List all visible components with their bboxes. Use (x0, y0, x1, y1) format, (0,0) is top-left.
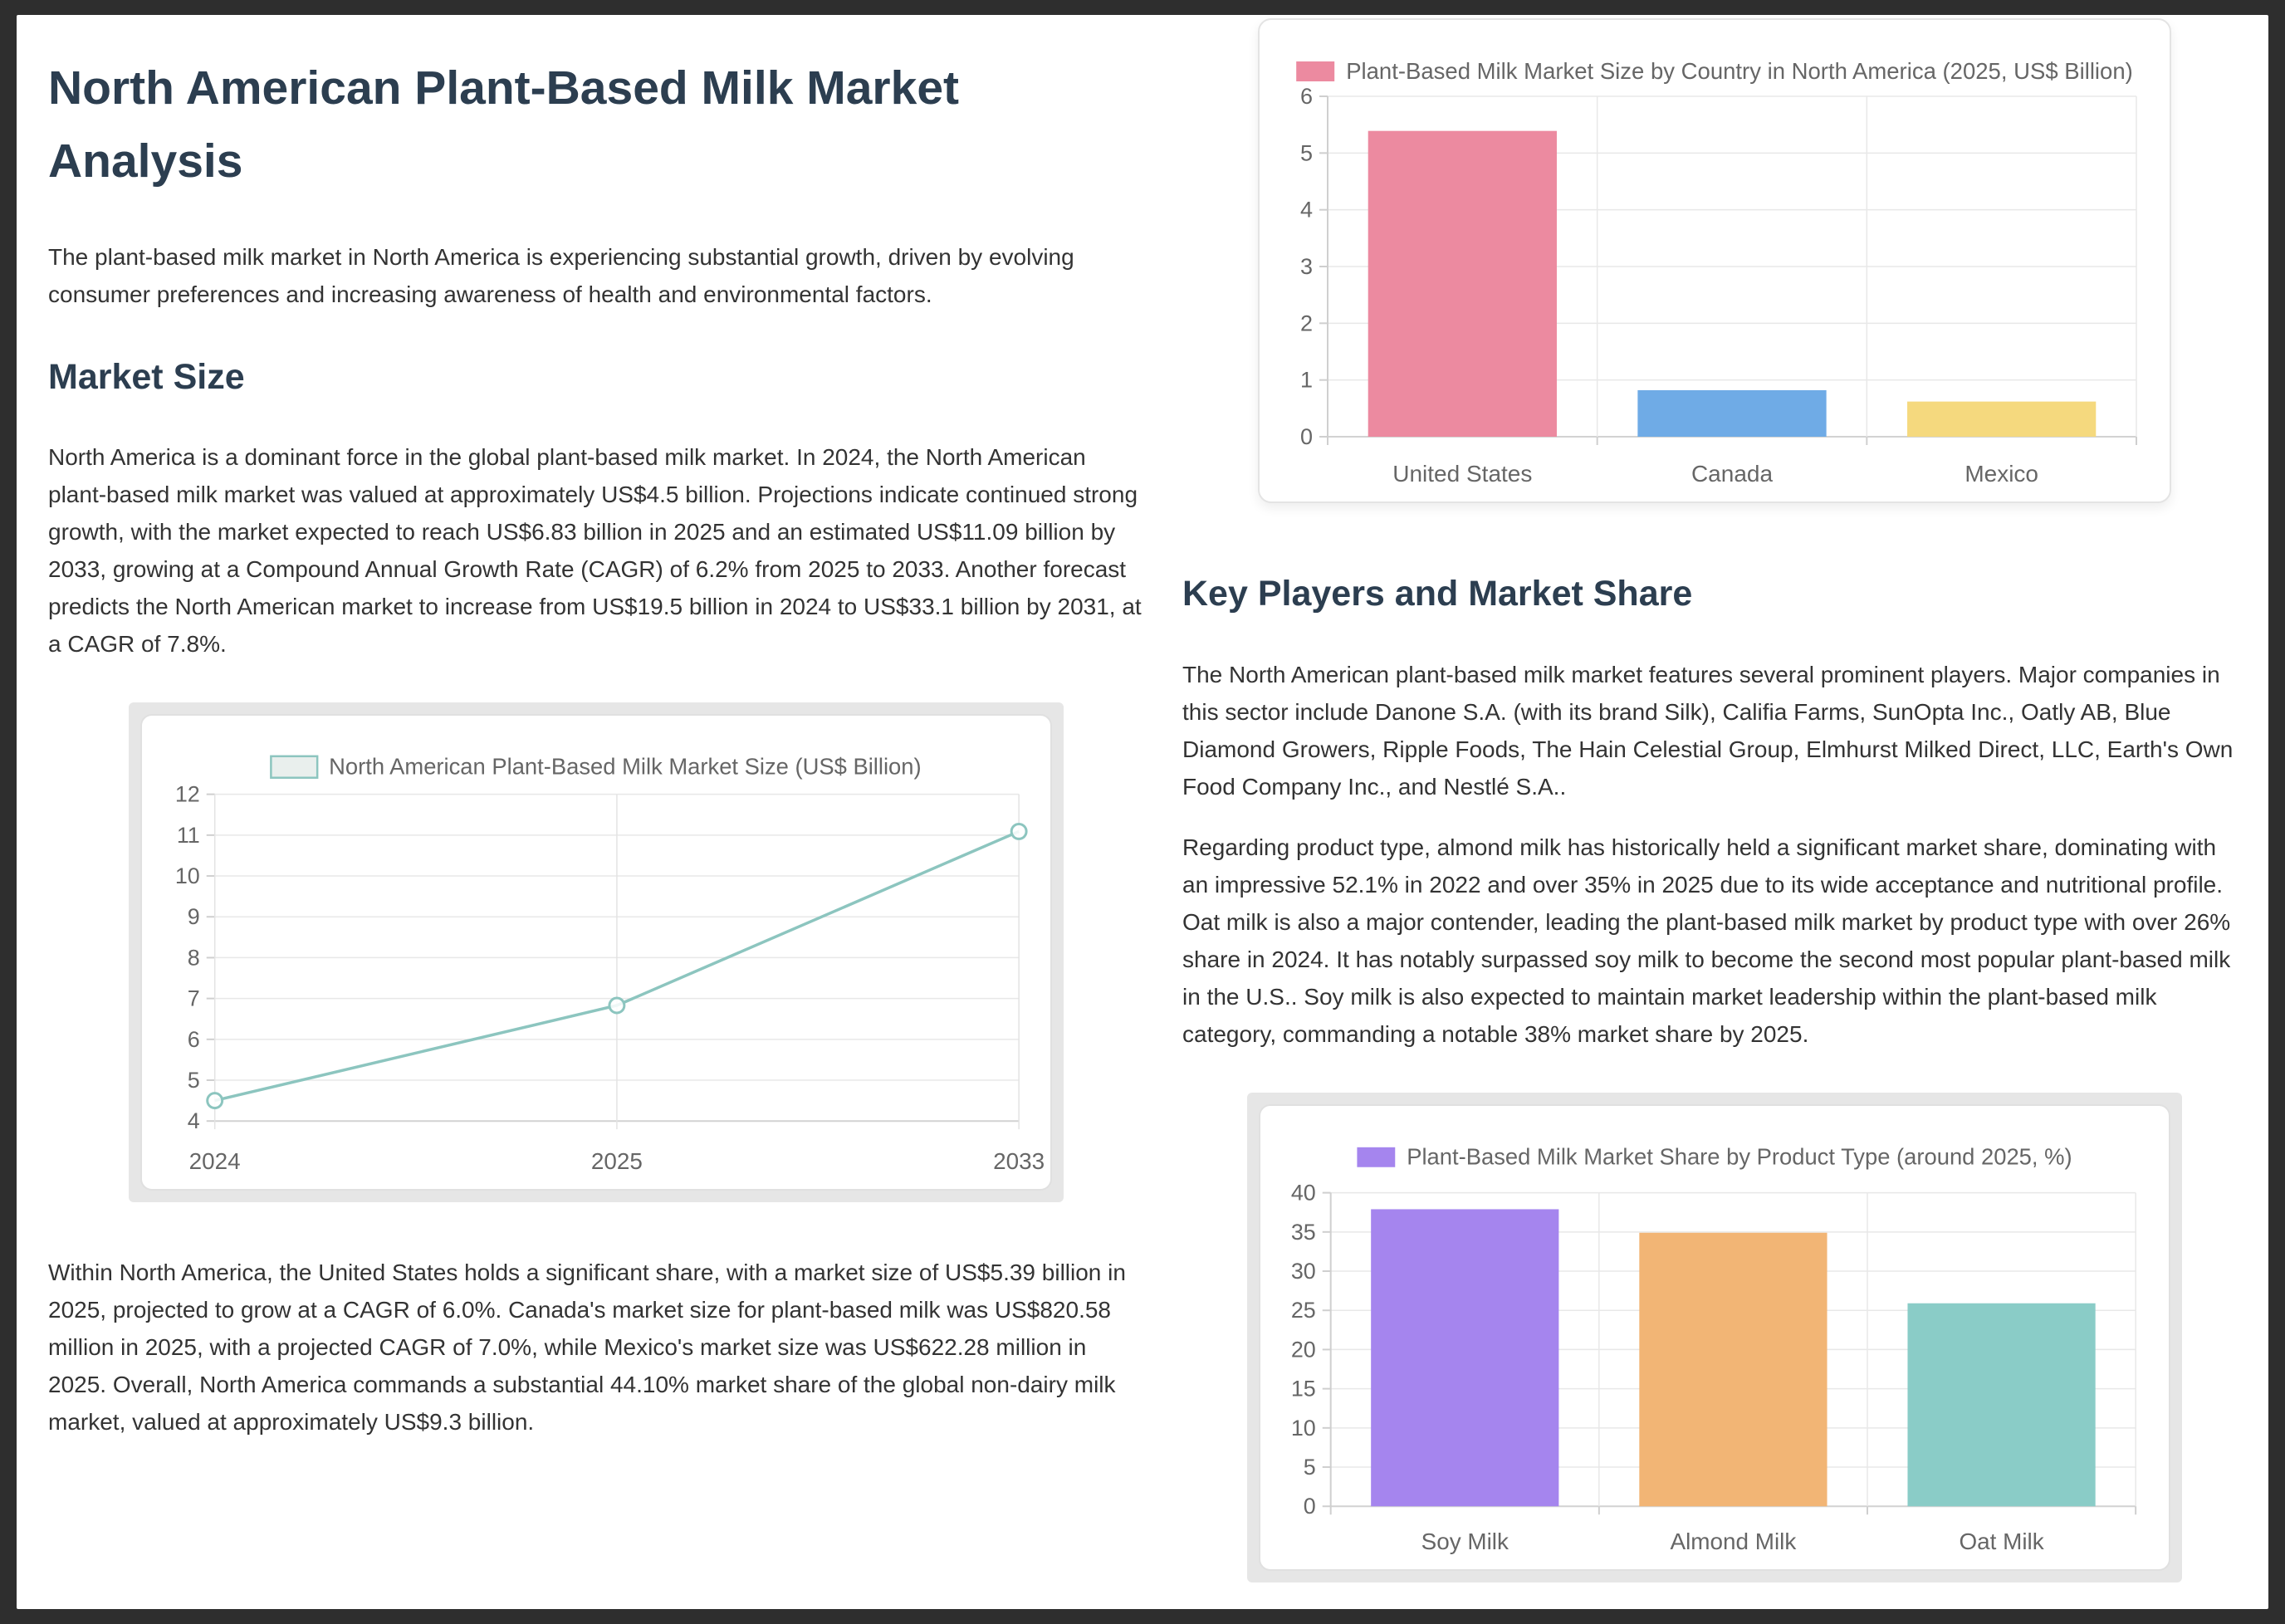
y-tick-label: 3 (1300, 254, 1313, 279)
plant-based-milk-market-size-by-country-in-north-america-2025-us-billion-svg: 0 1 2 3 4 5 6 United States Canada Mexico Plant-Ba… (1296, 58, 2137, 487)
y-tick-label: 7 (188, 986, 200, 1011)
y-tick-label: 1 (1300, 368, 1313, 393)
y-tick-label: 0 (1300, 424, 1313, 449)
bar-soy-milk (1371, 1209, 1559, 1506)
legend-label: Plant-Based Milk Market Share by Product… (1407, 1143, 2072, 1169)
legend-swatch (1296, 61, 1335, 81)
y-tick-label: 6 (188, 1027, 200, 1052)
category-label-almond-milk: Almond Milk (1671, 1529, 1797, 1554)
bar-canada (1637, 389, 1827, 437)
y-tick-label: 5 (1304, 1455, 1316, 1480)
key-players-heading: Key Players and Market Share (1182, 574, 1693, 614)
legend-swatch (1357, 1147, 1396, 1167)
bar-oat-milk (1907, 1303, 2096, 1506)
country-bar-chart-card: 0 1 2 3 4 5 6 United States Canada Mexico Plant-Ba… (1258, 18, 2171, 503)
y-tick-label: 35 (1291, 1219, 1316, 1244)
data-point-2025 (608, 996, 626, 1015)
y-tick-label: 9 (188, 904, 200, 929)
market-size-line-chart-card: 4 5 6 7 8 9 10 11 12 2024 2025 2033 North American P… (140, 714, 1052, 1191)
category-label-2025: 2025 (591, 1148, 643, 1174)
y-tick-label: 20 (1291, 1337, 1316, 1362)
product-share-chart-card: 0 5 10 15 20 25 30 35 40 Soy Milk Almond Milk Oat M… (1259, 1103, 2170, 1571)
category-label-2024: 2024 (189, 1148, 241, 1174)
content-area: North American Plant-Based Milk Market A… (17, 15, 2268, 1582)
key-players-paragraph: The North American plant-based milk mark… (1182, 661, 2234, 800)
market-size-line-chart-frame: 4 5 6 7 8 9 10 11 12 2024 2025 2033 North American P… (129, 702, 1064, 1203)
category-label-mexico: Mexico (1965, 461, 2038, 487)
y-tick-label: 4 (188, 1108, 200, 1133)
y-tick-label: 30 (1291, 1259, 1316, 1284)
category-label-soy-milk: Soy Milk (1421, 1529, 1509, 1554)
y-tick-label: 0 (1304, 1494, 1316, 1519)
legend-label: North American Plant-Based Milk Market S… (329, 754, 922, 780)
y-tick-label: 5 (1300, 140, 1313, 165)
right-column: 0 1 2 3 4 5 6 United States Canada Mexico Plant-Ba… (1182, 15, 2247, 1582)
market-size-line-chart: 4 5 6 7 8 9 10 11 12 2024 2025 2033 North American P… (142, 716, 1050, 1189)
y-tick-label: 5 (188, 1068, 200, 1093)
data-point-2033 (1010, 823, 1028, 841)
bar-mexico (1907, 401, 2097, 437)
legend-label: Plant-Based Milk Market Size by Country … (1346, 58, 2133, 84)
y-tick-label: 10 (175, 863, 200, 888)
north-american-plant-based-milk-market-size-us-billion-svg: 4 5 6 7 8 9 10 11 12 2024 2025 2033 North American P… (175, 754, 1045, 1174)
category-label-oat-milk: Oat Milk (1959, 1529, 2043, 1554)
y-tick-label: 40 (1291, 1180, 1316, 1205)
y-tick-label: 4 (1300, 198, 1313, 223)
page-title: North American Plant-Based Milk Market A… (48, 61, 959, 188)
country-breakdown-paragraph: Within North America, the United States … (48, 1260, 1126, 1436)
plant-based-milk-market-share-by-product-type-around-2025-svg: 0 5 10 15 20 25 30 35 40 Soy Milk Almond Milk Oat M… (1291, 1143, 2137, 1554)
product-type-paragraph: Regarding product type, almond milk has … (1182, 834, 2231, 1047)
y-tick-label: 12 (175, 782, 200, 807)
product-share-chart-frame: 0 5 10 15 20 25 30 35 40 Soy Milk Almond Milk Oat M… (1247, 1092, 2182, 1582)
category-label-canada: Canada (1691, 461, 1774, 487)
category-label-2033: 2033 (993, 1148, 1045, 1174)
country-bar-chart: 0 1 2 3 4 5 6 United States Canada Mexico Plant-Ba… (1260, 20, 2170, 501)
y-tick-label: 6 (1300, 84, 1313, 109)
bar-united-states (1368, 130, 1557, 437)
market-size-heading: Market Size (48, 356, 245, 397)
document-page: North American Plant-Based Milk Market A… (17, 15, 2268, 1609)
product-share-bar-chart: 0 5 10 15 20 25 30 35 40 Soy Milk Almond Milk Oat M… (1260, 1106, 2169, 1569)
left-column: North American Plant-Based Milk Market A… (48, 15, 1144, 1441)
bar-almond-milk (1639, 1232, 1828, 1506)
intro-paragraph: The plant-based milk market in North Ame… (48, 243, 1074, 307)
category-label-united-states: United States (1392, 461, 1532, 487)
y-tick-label: 10 (1291, 1415, 1316, 1440)
y-tick-label: 11 (177, 823, 200, 848)
y-tick-label: 25 (1291, 1298, 1316, 1323)
y-tick-label: 8 (188, 946, 200, 971)
y-tick-label: 15 (1291, 1376, 1316, 1401)
legend-swatch (270, 755, 319, 780)
y-tick-label: 2 (1300, 311, 1313, 335)
market-size-paragraph: North America is a dominant force in the… (48, 444, 1142, 658)
data-point-2024 (206, 1092, 224, 1110)
